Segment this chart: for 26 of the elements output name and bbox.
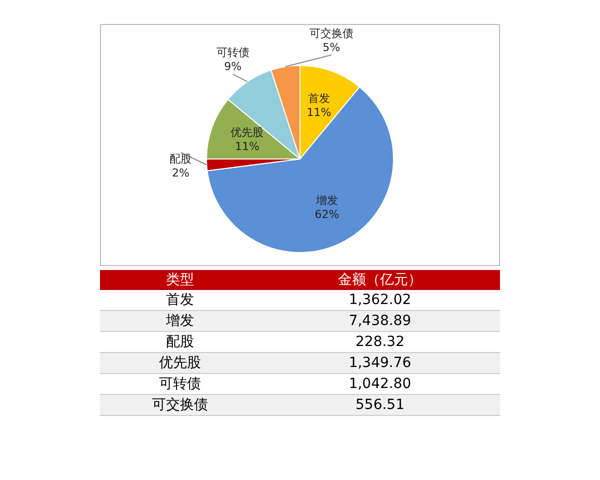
data-label: 556.51 bbox=[354, 396, 406, 415]
category-label: 优先股 bbox=[158, 354, 202, 373]
category-label: 配股 bbox=[165, 333, 195, 352]
data-label: 1,362.02 bbox=[348, 291, 412, 310]
category-label: 首发 bbox=[165, 291, 195, 310]
slice-label: 优先股 bbox=[230, 126, 264, 139]
category-label: 可交换债 bbox=[151, 396, 209, 415]
data-label: 1,042.80 bbox=[348, 375, 412, 394]
data-label: 228.32 bbox=[354, 333, 406, 352]
slice-label: 可转债 bbox=[216, 46, 250, 60]
data-label: 2% bbox=[172, 166, 190, 180]
slice-label: 配股 bbox=[170, 152, 192, 166]
category-label: 可转债 bbox=[158, 375, 202, 394]
slice-label: 增发 bbox=[315, 194, 338, 208]
text: 金额（亿元） bbox=[337, 271, 423, 290]
data-label: 11% bbox=[234, 140, 260, 153]
slice-label: 可交换债 bbox=[309, 26, 354, 40]
slice-label: 首发 bbox=[308, 92, 330, 106]
data-label: 62% bbox=[314, 208, 340, 222]
data-label: 1,349.76 bbox=[348, 354, 412, 373]
data-label: 11% bbox=[306, 106, 332, 120]
text: 类型 bbox=[165, 271, 195, 290]
data-label: 7,438.89 bbox=[348, 312, 412, 331]
category-label: 增发 bbox=[165, 312, 195, 331]
data-label: 5% bbox=[322, 40, 340, 54]
data-label: 9% bbox=[224, 60, 242, 74]
